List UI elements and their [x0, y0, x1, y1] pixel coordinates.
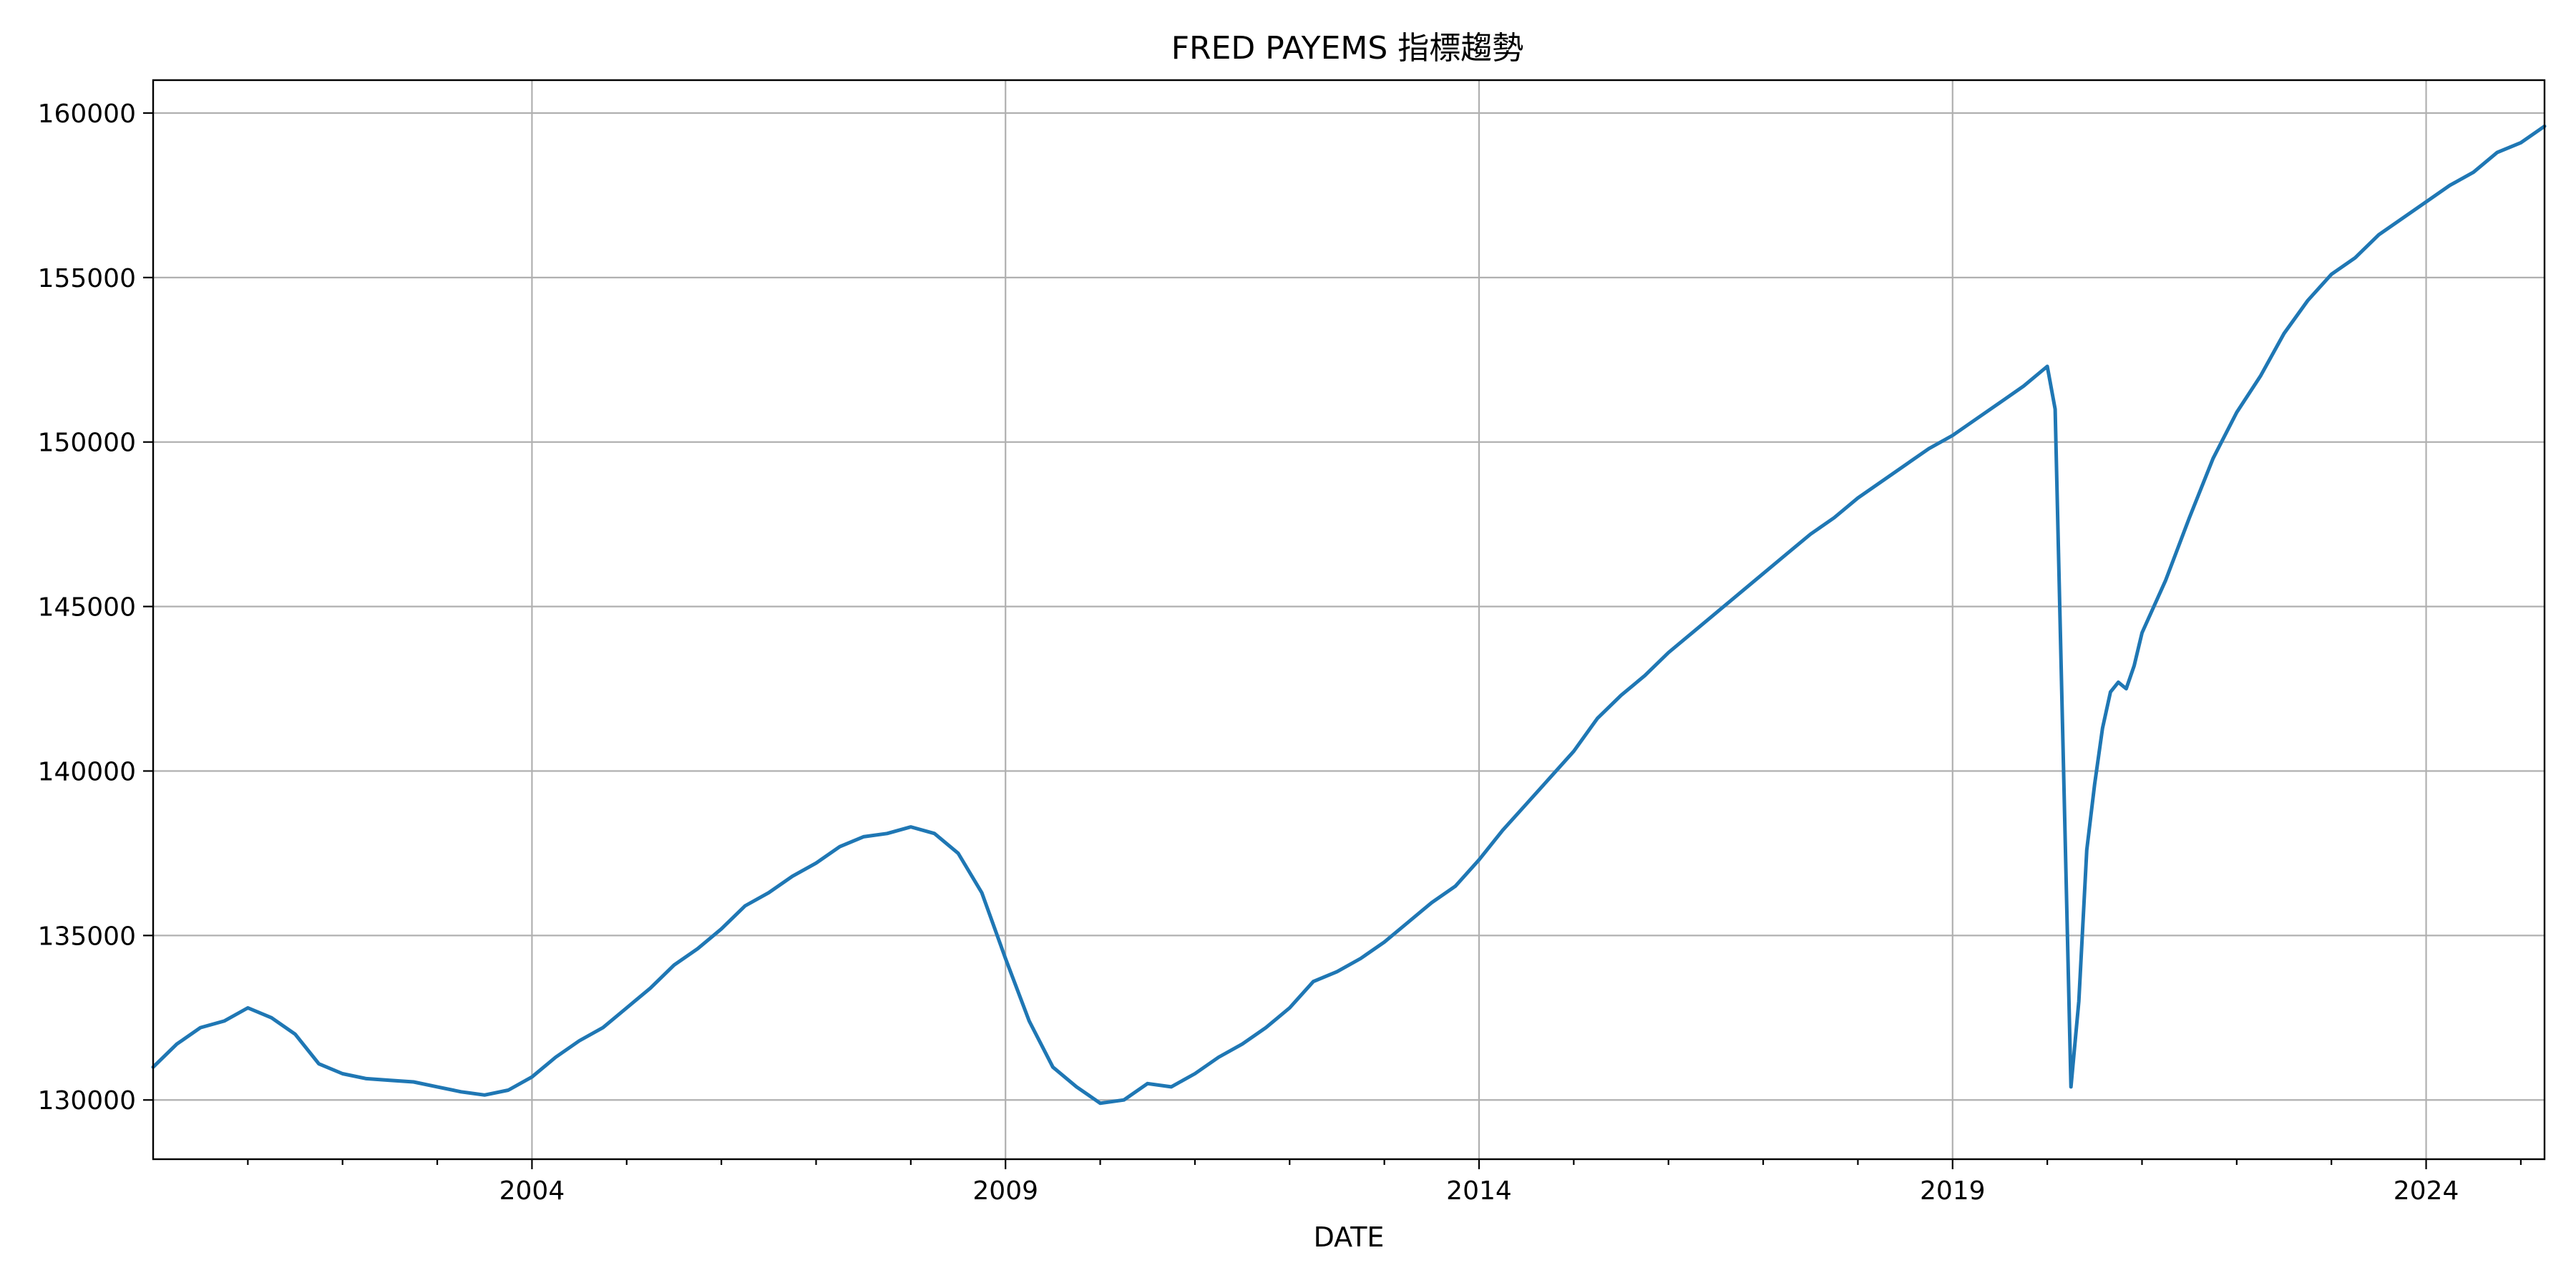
series-layer: [151, 124, 2547, 1106]
grid: [153, 80, 2545, 1159]
y-tick-label-4: 150000: [38, 429, 136, 458]
x-axis-label: DATE: [1314, 1221, 1385, 1253]
y-axis-ticks: 130000 135000 140000 145000 150000 155000 1600…: [38, 99, 153, 1116]
y-tick-label-3: 145000: [38, 593, 136, 623]
series-line-0: [151, 124, 2547, 1106]
chart-title: FRED PAYEMS 指標趨勢: [1171, 30, 1524, 67]
y-tick-label-1: 135000: [38, 922, 136, 951]
y-tick-label-2: 140000: [38, 757, 136, 786]
x-tick-label-4: 2024: [2394, 1176, 2459, 1206]
x-tick-label-0: 2004: [499, 1176, 565, 1206]
x-tick-label-2: 2014: [1446, 1176, 1512, 1206]
plot-frame: [152, 79, 2546, 1161]
x-axis-ticks: 2004 2009 2014 2019 2024: [247, 1159, 2522, 1206]
y-tick-label-5: 155000: [38, 264, 136, 293]
x-tick-label-3: 2019: [1920, 1176, 1986, 1206]
y-tick-label-0: 130000: [38, 1086, 136, 1116]
y-tick-label-6: 160000: [38, 99, 136, 129]
x-tick-label-1: 2009: [972, 1176, 1038, 1206]
